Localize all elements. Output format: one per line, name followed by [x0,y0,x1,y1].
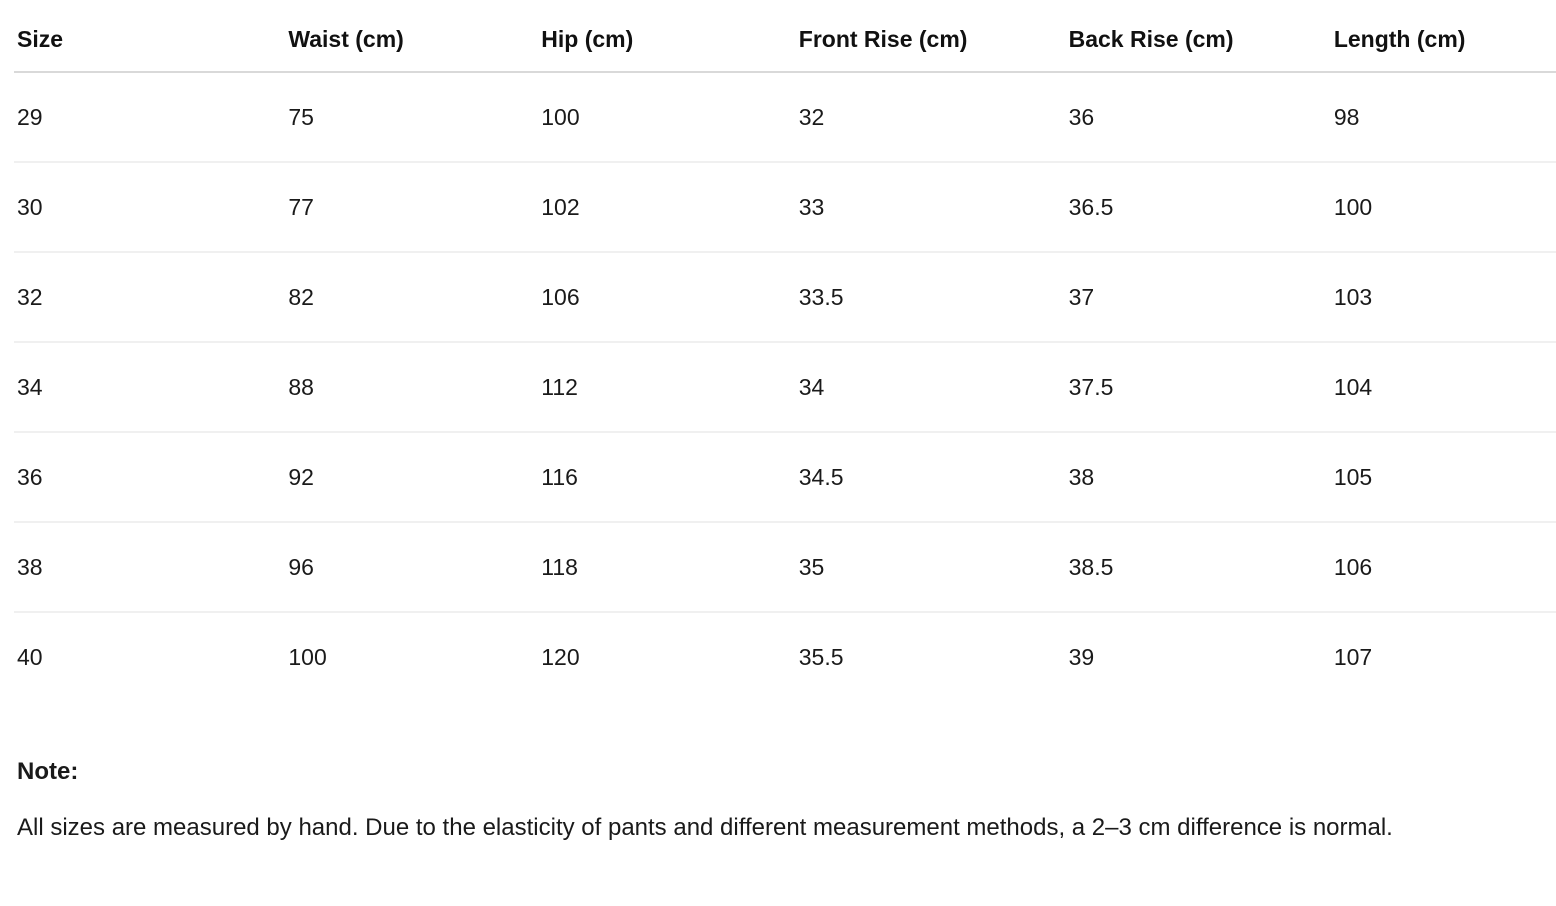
cell-waist: 82 [285,252,539,343]
cell-front-rise: 33.5 [795,252,1066,343]
cell-size: 36 [14,432,286,523]
cell-length: 105 [1330,432,1556,523]
table-row: 32 82 106 33.5 37 103 [14,252,1556,343]
table-row: 36 92 116 34.5 38 105 [14,432,1556,523]
cell-back-rise: 39 [1068,644,1095,670]
cell-waist: 100 [288,644,327,670]
note-body: All sizes are measured by hand. Due to t… [17,814,1393,841]
cell-hip: 112 [538,342,796,433]
cell-front-rise: 35 [795,522,1066,613]
cell-back-rise: 38 [1065,432,1331,523]
cell-front-rise: 32 [795,72,1066,163]
cell-waist: 88 [285,342,539,433]
cell-size: 32 [14,252,286,343]
table-row: 40 100 120 35.5 39 107 [14,612,1556,702]
cell-hip: 118 [538,522,796,613]
column-header-front-rise: Front Rise (cm) [795,0,1066,73]
cell-hip: 102 [538,162,796,253]
cell-length: 106 [1330,522,1556,613]
table-row: 29 75 100 32 36 98 [14,72,1556,163]
cell-length: 103 [1330,252,1556,343]
column-header-back-rise: Back Rise (cm) [1065,0,1331,73]
table-row: 34 88 112 34 37.5 104 [14,342,1556,433]
cell-length: 98 [1330,72,1556,163]
cell-length: 104 [1330,342,1556,433]
cell-back-rise: 36 [1065,72,1331,163]
cell-hip: 120 [541,644,580,670]
note-title: Note: [17,758,79,785]
cell-size: 40 [17,644,43,670]
cell-size: 30 [14,162,286,253]
cell-front-rise: 34.5 [795,432,1066,523]
cell-waist: 77 [285,162,539,253]
cell-back-rise: 36.5 [1065,162,1331,253]
cell-front-rise: 35.5 [798,644,844,670]
column-header-hip: Hip (cm) [538,0,796,73]
size-chart-table: Size Waist (cm) Hip (cm) Front Rise (cm)… [14,0,1556,702]
cell-hip: 116 [538,432,796,523]
cell-length: 100 [1330,162,1556,253]
cell-size: 38 [14,522,286,613]
cell-back-rise: 38.5 [1065,522,1331,613]
cell-waist: 92 [285,432,539,523]
cell-waist: 75 [285,72,539,163]
column-header-size: Size [14,0,286,73]
cell-back-rise: 37 [1065,252,1331,343]
cell-length: 107 [1333,644,1373,670]
cell-size: 29 [14,72,286,163]
column-header-waist: Waist (cm) [285,0,539,73]
cell-front-rise: 34 [795,342,1066,433]
cell-size: 34 [14,342,286,433]
cell-waist: 96 [285,522,539,613]
note-section: Note: All sizes are measured by hand. Du… [14,744,1556,856]
cell-hip: 100 [538,72,796,163]
cell-back-rise: 37.5 [1065,342,1331,433]
header-row: Size Waist (cm) Hip (cm) Front Rise (cm)… [14,0,1556,73]
table-row: 30 77 102 33 36.5 100 [14,162,1556,253]
cell-front-rise: 33 [795,162,1066,253]
cell-hip: 106 [538,252,796,343]
column-header-length: Length (cm) [1330,0,1556,73]
table-row: 38 96 118 35 38.5 106 [14,522,1556,613]
